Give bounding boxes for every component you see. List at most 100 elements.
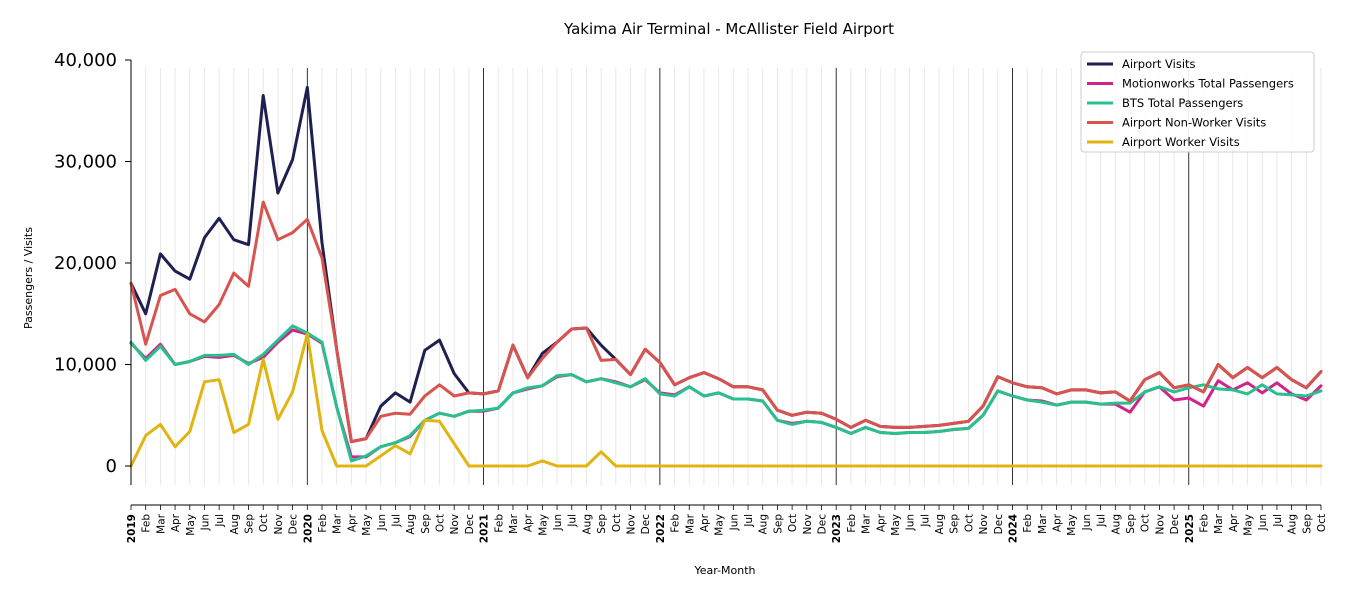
- x-tick-label: Feb: [141, 514, 153, 533]
- x-tick-label: Oct: [1140, 514, 1152, 532]
- x-axis-label: Year-Month: [693, 564, 755, 577]
- x-tick-label: Apr: [875, 513, 887, 532]
- x-tick-label: Nov: [626, 514, 638, 535]
- x-tick-label: Aug: [934, 514, 946, 535]
- x-tick-label: Mar: [861, 513, 873, 533]
- legend-label: Airport Non-Worker Visits: [1122, 116, 1266, 130]
- x-tick-label: Sep: [596, 514, 608, 534]
- x-tick-label: Mar: [155, 513, 167, 533]
- x-tick-label: Feb: [1198, 514, 1210, 533]
- x-tick-label: Nov: [802, 514, 814, 535]
- x-tick-label: Feb: [846, 514, 858, 533]
- x-tick-label: May: [537, 514, 549, 536]
- x-tick-label: 2025: [1184, 514, 1196, 543]
- x-tick-label: Dec: [816, 514, 828, 535]
- x-tick-label: Oct: [787, 514, 799, 532]
- x-tick-label: Dec: [993, 514, 1005, 535]
- chart-title: Yakima Air Terminal - McAllister Field A…: [563, 20, 894, 38]
- x-tick-label: Jun: [728, 514, 740, 531]
- x-tick-label: Aug: [758, 514, 770, 535]
- x-tick-label: Jun: [905, 514, 917, 531]
- x-tick-label: 2021: [479, 514, 491, 543]
- x-tick-label: Jul: [567, 514, 579, 528]
- x-tick-label: Mar: [1213, 513, 1225, 533]
- x-tick-label: Feb: [670, 514, 682, 533]
- y-tick-label: 10,000: [54, 355, 117, 376]
- x-tick-label: 2023: [831, 514, 843, 543]
- legend-box: [1080, 51, 1315, 153]
- x-tick-label: Sep: [1125, 514, 1137, 534]
- x-tick-label: Apr: [170, 513, 182, 532]
- x-tick-label: Oct: [611, 514, 623, 532]
- x-tick-label: Aug: [405, 514, 417, 535]
- series-line-airport-non-worker-visits: [129, 200, 1323, 444]
- x-tick-label: Jul: [1272, 514, 1284, 528]
- y-axis-label: Passengers / Visits: [22, 227, 35, 329]
- x-tick-label: Nov: [449, 514, 461, 535]
- x-tick-label: Dec: [288, 514, 300, 535]
- x-tick-label: Dec: [464, 514, 476, 535]
- x-tick-label: 2022: [655, 514, 667, 543]
- x-tick-label: May: [185, 514, 197, 536]
- x-tick-label: Apr: [699, 513, 711, 532]
- x-tick-label: Jul: [214, 514, 226, 528]
- legend-label: Airport Visits: [1122, 57, 1196, 71]
- x-tick-label: Oct: [963, 514, 975, 532]
- x-tick-label: Apr: [1228, 513, 1240, 532]
- legend-label: BTS Total Passengers: [1122, 96, 1243, 110]
- y-tick-label: 40,000: [54, 50, 117, 71]
- x-tick-label: Aug: [581, 514, 593, 535]
- x-tick-label: Sep: [949, 514, 961, 534]
- x-tick-label: Jul: [390, 514, 402, 528]
- x-tick-label: Jul: [743, 514, 755, 528]
- x-tick-label: Mar: [332, 513, 344, 533]
- legend-label: Airport Worker Visits: [1122, 135, 1240, 149]
- x-tick-label: Feb: [1022, 514, 1034, 533]
- x-tick-label: Mar: [1037, 513, 1049, 533]
- x-tick-label: 2024: [1007, 514, 1019, 543]
- y-tick-label: 0: [106, 456, 117, 477]
- x-tick-label: Jul: [919, 514, 931, 528]
- x-tick-label: Apr: [346, 513, 358, 532]
- x-tick-label: 2019: [126, 514, 138, 543]
- x-tick-label: Jun: [199, 514, 211, 531]
- x-tick-label: Jun: [552, 514, 564, 531]
- x-tick-label: Apr: [1052, 513, 1064, 532]
- x-tick-label: Dec: [1169, 514, 1181, 535]
- x-tick-label: Sep: [244, 514, 256, 534]
- x-tick-label: Jul: [1096, 514, 1108, 528]
- x-tick-label: May: [1066, 514, 1078, 536]
- legend-label: Motionworks Total Passengers: [1122, 77, 1294, 91]
- x-tick-label: Sep: [1301, 514, 1313, 534]
- x-tick-label: Aug: [229, 514, 241, 535]
- x-tick-label: Jun: [376, 514, 388, 531]
- x-tick-label: Jun: [1081, 514, 1093, 531]
- legend: Airport Visits Motionworks Total Passenge…: [1080, 51, 1315, 153]
- x-tick-label: Aug: [1287, 514, 1299, 535]
- x-tick-label: Mar: [508, 513, 520, 533]
- x-tick-label: Feb: [493, 514, 505, 533]
- y-tick-label: 20,000: [54, 253, 117, 274]
- series-line-bts-total-passengers: [129, 324, 1323, 463]
- x-tick-label: Apr: [523, 513, 535, 532]
- x-tick-label: 2020: [302, 514, 314, 543]
- series-line-airport-worker-visits: [129, 332, 1323, 468]
- x-tick-label: Feb: [317, 514, 329, 533]
- x-tick-label: Dec: [640, 514, 652, 535]
- x-tick-label: May: [714, 514, 726, 536]
- x-tick-label: Oct: [258, 514, 270, 532]
- x-tick-label: Nov: [978, 514, 990, 535]
- x-tick-label: Aug: [1110, 514, 1122, 535]
- x-tick-label: Nov: [273, 514, 285, 535]
- series-lines: [129, 85, 1323, 468]
- x-tick-label: Oct: [1316, 514, 1328, 532]
- x-tick-label: Sep: [420, 514, 432, 534]
- y-tick-label: 30,000: [54, 152, 117, 173]
- x-tick-label: May: [1243, 514, 1255, 536]
- x-tick-label: Oct: [435, 514, 447, 532]
- x-tick-label: Nov: [1154, 514, 1166, 535]
- x-tick-label: Sep: [772, 514, 784, 534]
